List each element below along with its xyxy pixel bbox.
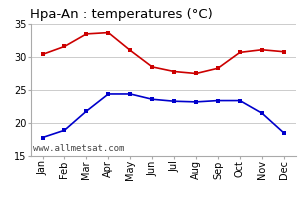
Text: www.allmetsat.com: www.allmetsat.com — [33, 144, 124, 153]
Text: Hpa-An : temperatures (°C): Hpa-An : temperatures (°C) — [30, 8, 213, 21]
